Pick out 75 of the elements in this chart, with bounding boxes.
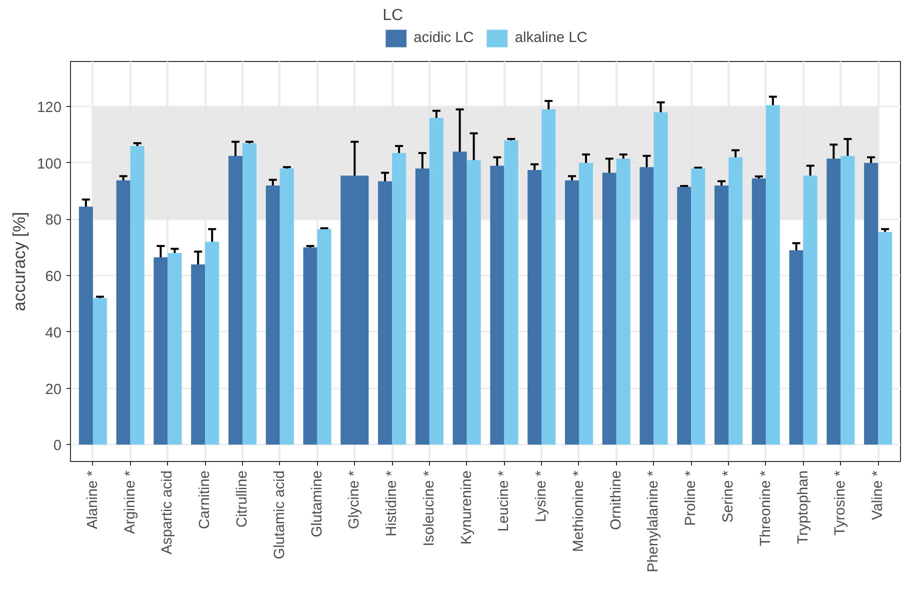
bar — [803, 176, 818, 445]
y-tick-label: 120 — [37, 100, 62, 116]
legend-title: LC — [382, 7, 404, 25]
x-tick-label: Glutamine — [309, 470, 326, 538]
bar — [640, 167, 654, 445]
bar — [116, 180, 130, 445]
x-tick-label: Lysine * — [534, 470, 550, 522]
bar — [677, 186, 692, 445]
bar — [392, 153, 406, 445]
bar — [789, 250, 804, 445]
legend-label: alkaline LC — [514, 30, 588, 46]
bar — [280, 168, 294, 445]
x-tick-label: Kynurenine — [458, 470, 475, 545]
bar — [452, 152, 467, 445]
x-tick-label: Threonine * — [758, 470, 774, 546]
bar — [228, 156, 242, 445]
bar — [205, 242, 220, 445]
x-tick-label: Ornithine — [608, 470, 624, 530]
bar — [578, 162, 593, 445]
bar — [691, 168, 706, 445]
legend-label: acidic LC — [414, 30, 474, 46]
bar — [728, 157, 743, 445]
y-tick-label: 20 — [45, 382, 62, 398]
x-tick-label: Citrulline — [234, 470, 250, 528]
x-tick-label: Phenylalanine * — [646, 470, 662, 572]
x-tick-label: Proline * — [683, 470, 700, 526]
bar — [130, 146, 144, 445]
bar — [92, 298, 107, 445]
bar — [654, 112, 668, 445]
bar — [878, 232, 892, 445]
bar — [490, 166, 504, 445]
x-tick-label: Valine * — [870, 470, 886, 520]
bar — [242, 143, 256, 445]
bar — [542, 109, 556, 445]
y-tick-label: 0 — [53, 438, 62, 454]
x-tick-label: Aspartic acid — [160, 470, 176, 554]
bar — [752, 178, 766, 445]
x-tick-label: Glutamic acid — [272, 470, 288, 560]
y-tick-label: 60 — [45, 269, 62, 286]
y-tick-label: 40 — [45, 325, 62, 342]
bar — [303, 247, 318, 445]
x-tick-label: Alanine * — [84, 470, 101, 530]
bar — [714, 185, 729, 445]
bar — [504, 140, 518, 445]
x-tick-label: Carnitine — [197, 470, 214, 530]
bar — [826, 158, 841, 445]
bar — [864, 162, 878, 445]
bar — [466, 160, 481, 445]
x-tick-label: Tryptophan — [795, 470, 812, 544]
bar — [154, 257, 168, 445]
x-tick-label: Serine * — [720, 470, 737, 523]
y-axis-title: accuracy [%] — [9, 212, 30, 312]
bar — [616, 158, 630, 445]
y-tick-label: 100 — [37, 156, 62, 172]
bar — [840, 156, 855, 445]
bar — [528, 170, 542, 445]
bar — [415, 168, 430, 445]
x-tick-label: Tyrosine * — [832, 470, 849, 536]
bar — [602, 172, 616, 445]
bar — [429, 118, 444, 445]
bar — [317, 229, 332, 445]
x-tick-label: Leucine * — [496, 470, 512, 532]
bar — [378, 181, 392, 445]
bar — [191, 264, 206, 445]
x-tick-label: Methionine * — [570, 470, 587, 552]
bar — [766, 105, 780, 445]
bar — [564, 180, 579, 445]
x-tick-label: Histidine * — [384, 470, 400, 536]
x-tick-label: Isoleucine * — [421, 470, 438, 546]
bar — [266, 185, 280, 445]
y-tick-label: 80 — [45, 212, 62, 229]
bar — [168, 253, 182, 445]
x-tick-label: Glycine * — [346, 470, 363, 530]
x-tick-label: Arginine * — [122, 470, 138, 534]
bar — [78, 206, 93, 445]
